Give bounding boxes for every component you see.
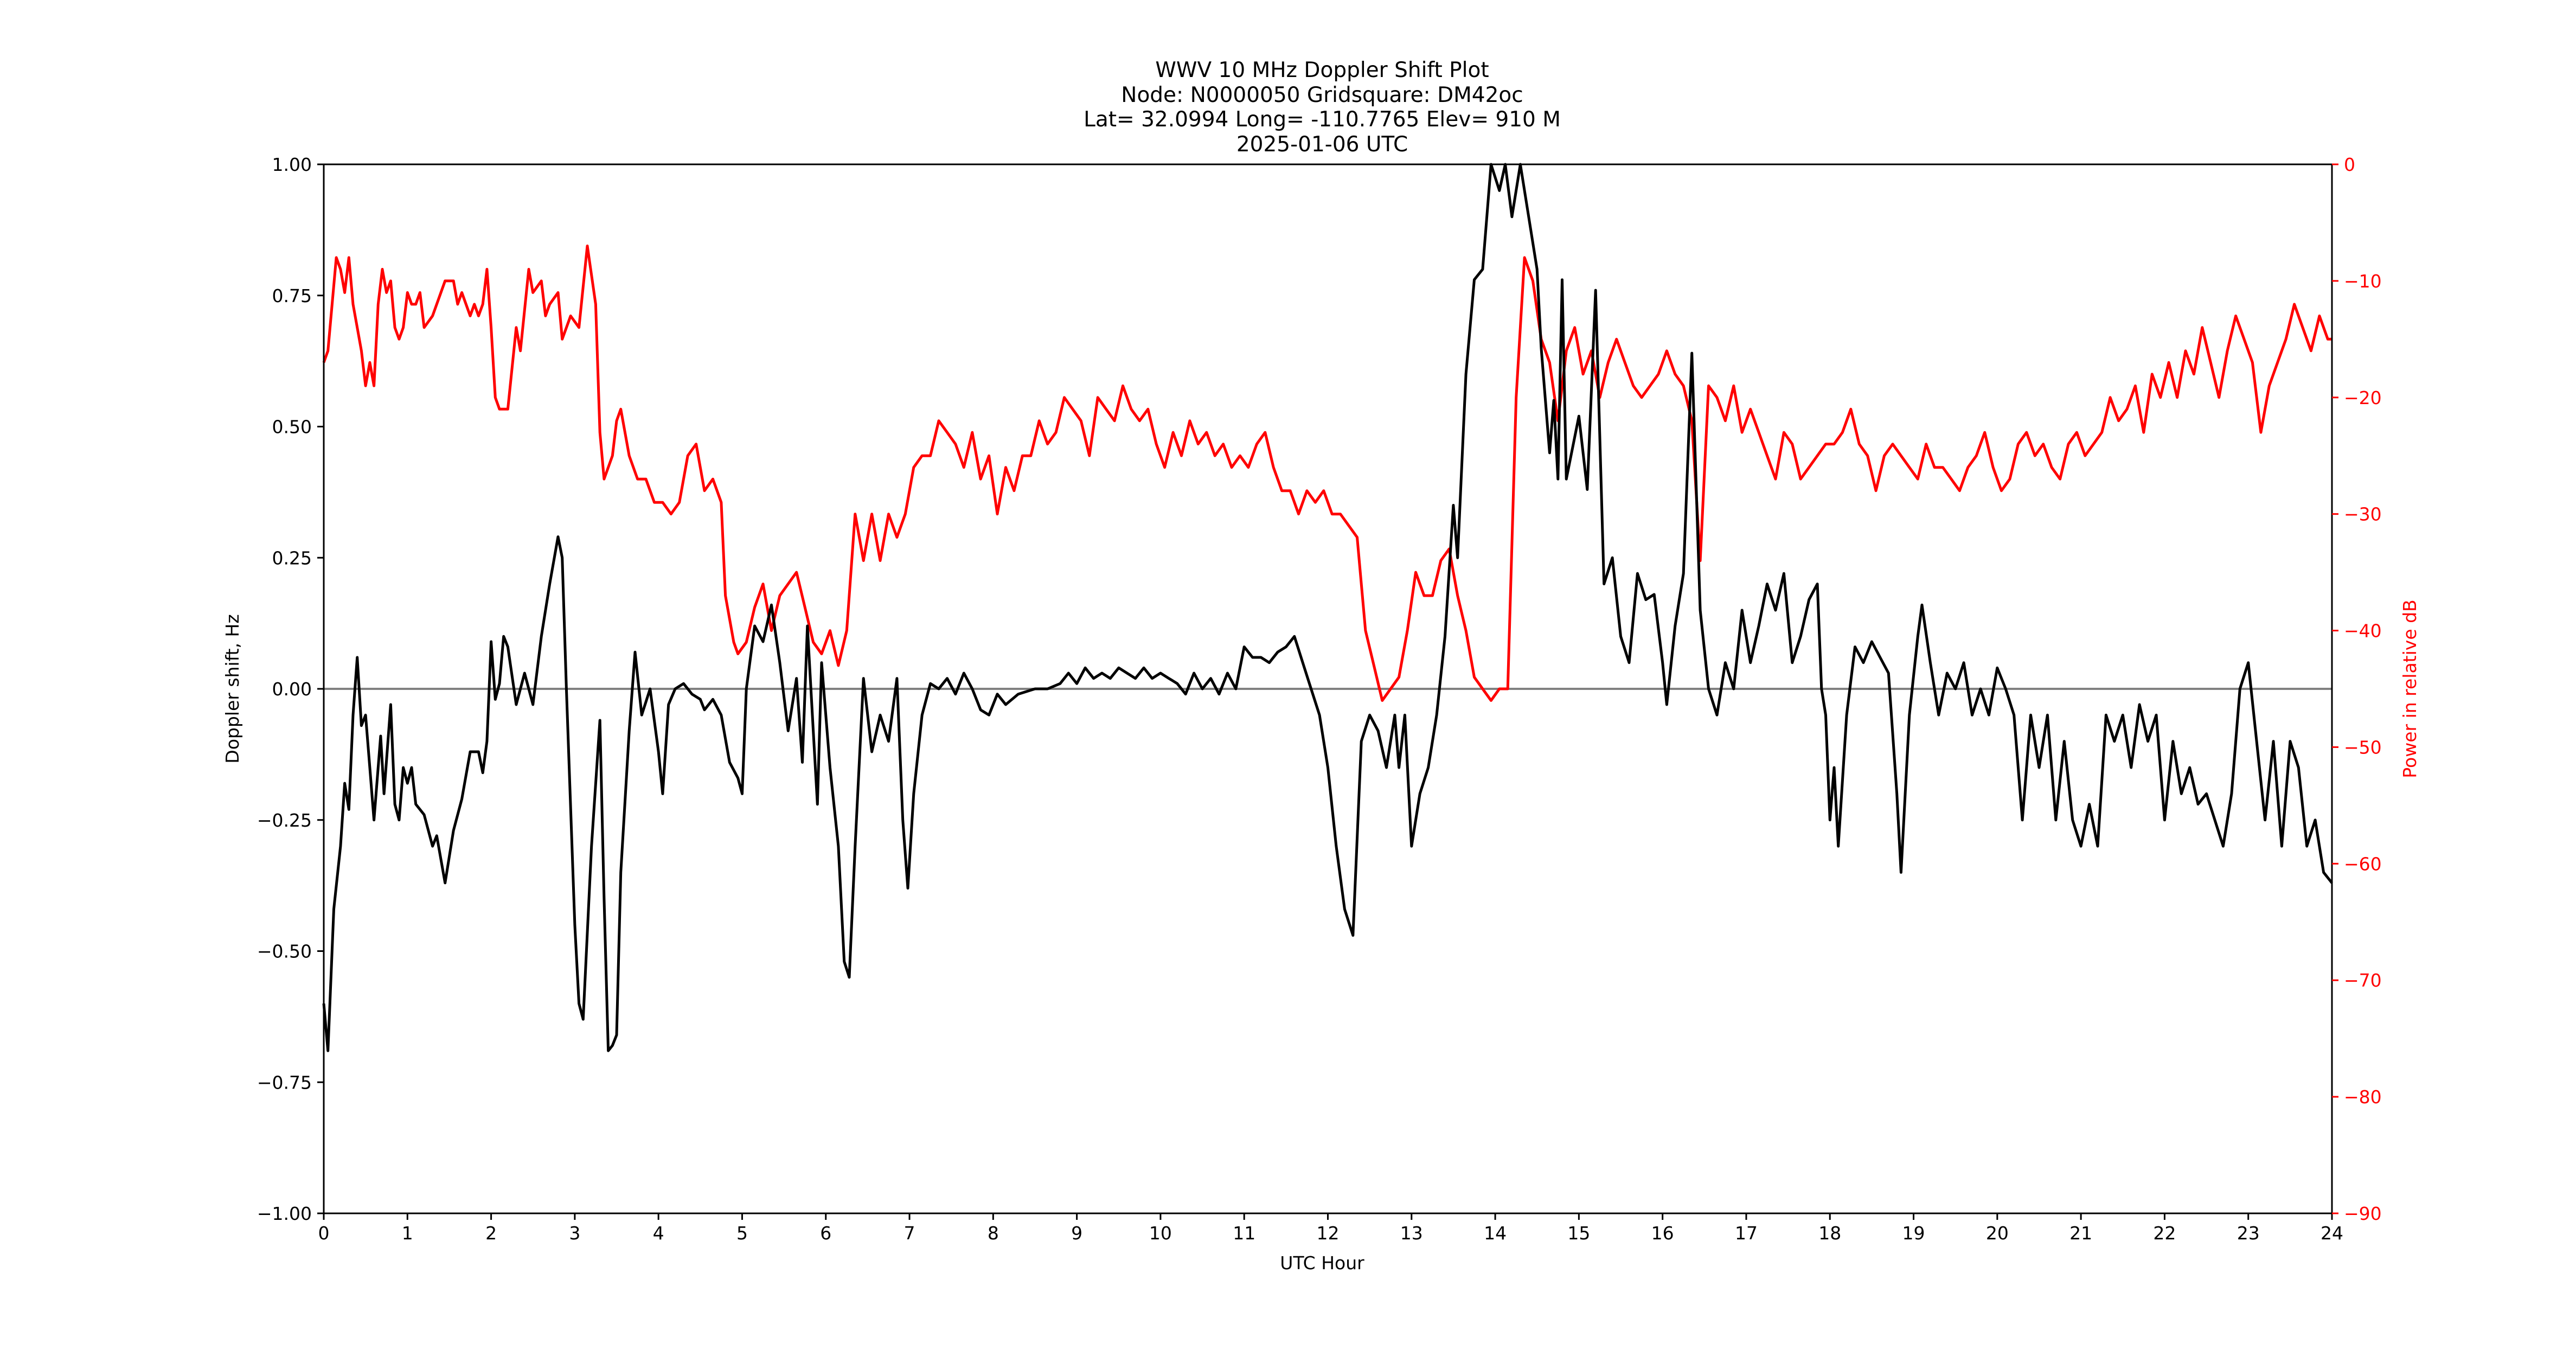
x-tick-label: 23 xyxy=(2237,1223,2260,1244)
x-tick-label: 12 xyxy=(1317,1223,1340,1244)
y-axis-left: 1.00 0.75 0.50 0.25 0.00 −0.25 −0.50 −0.75 −1.00 xyxy=(257,154,324,1224)
y-left-tick-label: 1.00 xyxy=(272,154,312,175)
x-tick-label: 8 xyxy=(988,1223,999,1244)
y-right-tick-label: −20 xyxy=(2344,387,2382,408)
title-line-4: 2025-01-06 UTC xyxy=(1236,132,1408,157)
chart-title: WWV 10 MHz Doppler Shift Plot Node: N000… xyxy=(1084,58,1561,157)
x-tick-label: 21 xyxy=(2069,1223,2092,1244)
x-axis: 0 1 2 3 4 5 6 7 8 9 10 11 12 13 14 15 16 17 18 19 20 21 22 23 24 xyxy=(318,1213,2343,1244)
y-left-tick-label: 0.50 xyxy=(272,417,312,438)
x-tick-label: 18 xyxy=(1818,1223,1841,1244)
x-tick-label: 15 xyxy=(1567,1223,1590,1244)
x-tick-label: 1 xyxy=(402,1223,413,1244)
x-tick-label: 20 xyxy=(1986,1223,2009,1244)
x-tick-label: 2 xyxy=(485,1223,497,1244)
y-left-tick-label: −0.25 xyxy=(257,810,312,831)
x-tick-label: 9 xyxy=(1071,1223,1082,1244)
x-tick-label: 11 xyxy=(1233,1223,1255,1244)
x-tick-label: 7 xyxy=(904,1223,915,1244)
y-right-tick-label: −80 xyxy=(2344,1086,2382,1108)
title-line-2: Node: N0000050 Gridsquare: DM42oc xyxy=(1121,83,1523,107)
y-right-tick-label: −90 xyxy=(2344,1203,2382,1224)
x-tick-label: 16 xyxy=(1651,1223,1674,1244)
x-tick-label: 0 xyxy=(318,1223,330,1244)
x-tick-label: 17 xyxy=(1735,1223,1758,1244)
x-tick-label: 19 xyxy=(1902,1223,1925,1244)
y-axis-label-right: Power in relative dB xyxy=(2399,599,2420,778)
doppler-series-line xyxy=(322,163,2333,1052)
x-tick-label: 5 xyxy=(736,1223,748,1244)
x-tick-label: 4 xyxy=(653,1223,664,1244)
x-tick-label: 14 xyxy=(1484,1223,1507,1244)
y-left-tick-label: −1.00 xyxy=(257,1203,312,1224)
power-series-line xyxy=(322,244,2332,702)
x-tick-label: 6 xyxy=(820,1223,831,1244)
y-right-tick-label: −10 xyxy=(2344,271,2382,292)
y-right-tick-label: −50 xyxy=(2344,737,2382,758)
y-left-tick-label: 0.75 xyxy=(272,285,312,306)
y-left-tick-label: 0.25 xyxy=(272,547,312,568)
y-axis-right: 0 −10 −20 −30 −40 −50 −60 −70 −80 −90 xyxy=(2332,154,2382,1224)
y-right-tick-label: −60 xyxy=(2344,853,2382,874)
y-right-tick-label: −70 xyxy=(2344,970,2382,991)
y-right-tick-label: 0 xyxy=(2344,154,2355,175)
x-tick-label: 13 xyxy=(1400,1223,1423,1244)
y-left-tick-label: −0.50 xyxy=(257,941,312,962)
y-left-tick-label: −0.75 xyxy=(257,1072,312,1093)
title-line-3: Lat= 32.0994 Long= -110.7765 Elev= 910 M xyxy=(1084,107,1561,132)
x-tick-label: 10 xyxy=(1149,1223,1172,1244)
series-group xyxy=(322,163,2333,1052)
title-line-1: WWV 10 MHz Doppler Shift Plot xyxy=(1155,58,1489,82)
y-right-tick-label: −40 xyxy=(2344,621,2382,642)
y-axis-label-left: Doppler shift, Hz xyxy=(222,614,243,763)
x-tick-label: 24 xyxy=(2321,1223,2343,1244)
y-right-tick-label: −30 xyxy=(2344,504,2382,525)
x-tick-label: 22 xyxy=(2153,1223,2176,1244)
x-tick-label: 3 xyxy=(569,1223,580,1244)
y-left-tick-label: 0.00 xyxy=(272,679,312,700)
x-axis-label: UTC Hour xyxy=(1280,1252,1364,1274)
